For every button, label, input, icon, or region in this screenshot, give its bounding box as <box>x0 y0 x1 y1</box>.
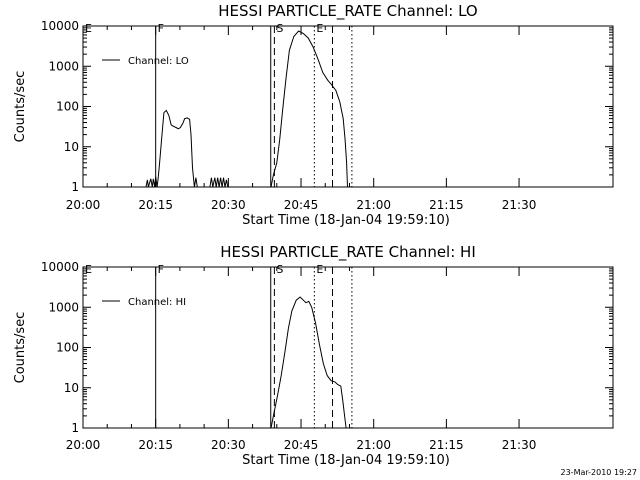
panel-channel-lo: HESSI PARTICLE_RATE Channel: LO Counts/s… <box>13 2 614 228</box>
event-marker-label: E <box>316 22 323 35</box>
x-tick-label: 20:30 <box>211 438 246 452</box>
y-tick-label: 10000 <box>41 260 79 274</box>
y-tick-label: 100 <box>56 100 79 114</box>
x-tick-label: 21:15 <box>429 198 464 212</box>
series-line-segment <box>270 296 347 429</box>
y-axis-label: Counts/sec <box>13 312 28 384</box>
x-tick-label: 20:15 <box>138 438 173 452</box>
y-tick-label: 10 <box>64 381 79 395</box>
panel-channel-hi: HESSI PARTICLE_RATE Channel: HI Counts/s… <box>13 243 614 468</box>
plot-frame <box>82 25 614 188</box>
y-tick-label: 1 <box>71 180 79 194</box>
event-marker-label: F <box>158 263 164 276</box>
event-marker-label: F <box>158 22 164 35</box>
x-tick-label: 20:15 <box>138 198 173 212</box>
chart-title: HESSI PARTICLE_RATE Channel: HI <box>220 243 476 262</box>
event-marker-label: E <box>85 263 92 276</box>
plot-frame <box>82 266 614 429</box>
x-tick-label: 21:15 <box>429 438 464 452</box>
y-tick-label: 1000 <box>48 59 79 73</box>
y-tick-label: 100 <box>56 341 79 355</box>
x-axis-label: Start Time (18-Jan-04 19:59:10) <box>242 213 450 228</box>
series-line-segment <box>270 30 348 188</box>
x-tick-label: 20:00 <box>66 198 101 212</box>
x-tick-label: 20:00 <box>66 438 101 452</box>
series-line-segment <box>145 109 229 188</box>
x-tick-label: 21:30 <box>502 438 537 452</box>
y-tick-label: 1000 <box>48 300 79 314</box>
x-tick-label: 20:45 <box>284 438 319 452</box>
x-tick-label: 21:30 <box>502 198 537 212</box>
x-tick-label: 21:00 <box>356 198 391 212</box>
legend-label: Channel: LO <box>128 56 189 67</box>
y-tick-label: 10 <box>64 140 79 154</box>
x-tick-label: 21:00 <box>356 438 391 452</box>
x-tick-label: 20:45 <box>284 198 319 212</box>
chart-title: HESSI PARTICLE_RATE Channel: LO <box>218 2 477 21</box>
y-axis-label: Counts/sec <box>13 71 28 143</box>
y-tick-label: 1 <box>71 421 79 435</box>
x-tick-label: 20:30 <box>211 198 246 212</box>
legend-label: Channel: HI <box>128 297 186 308</box>
x-axis-label: Start Time (18-Jan-04 19:59:10) <box>242 453 450 468</box>
event-marker-label: E <box>316 263 323 276</box>
event-marker-label: S <box>276 263 283 276</box>
event-marker-label: S <box>276 22 283 35</box>
y-tick-label: 10000 <box>41 19 79 33</box>
generation-timestamp: 23-Mar-2010 19:27 <box>561 468 638 477</box>
event-marker-label: E <box>85 22 92 35</box>
